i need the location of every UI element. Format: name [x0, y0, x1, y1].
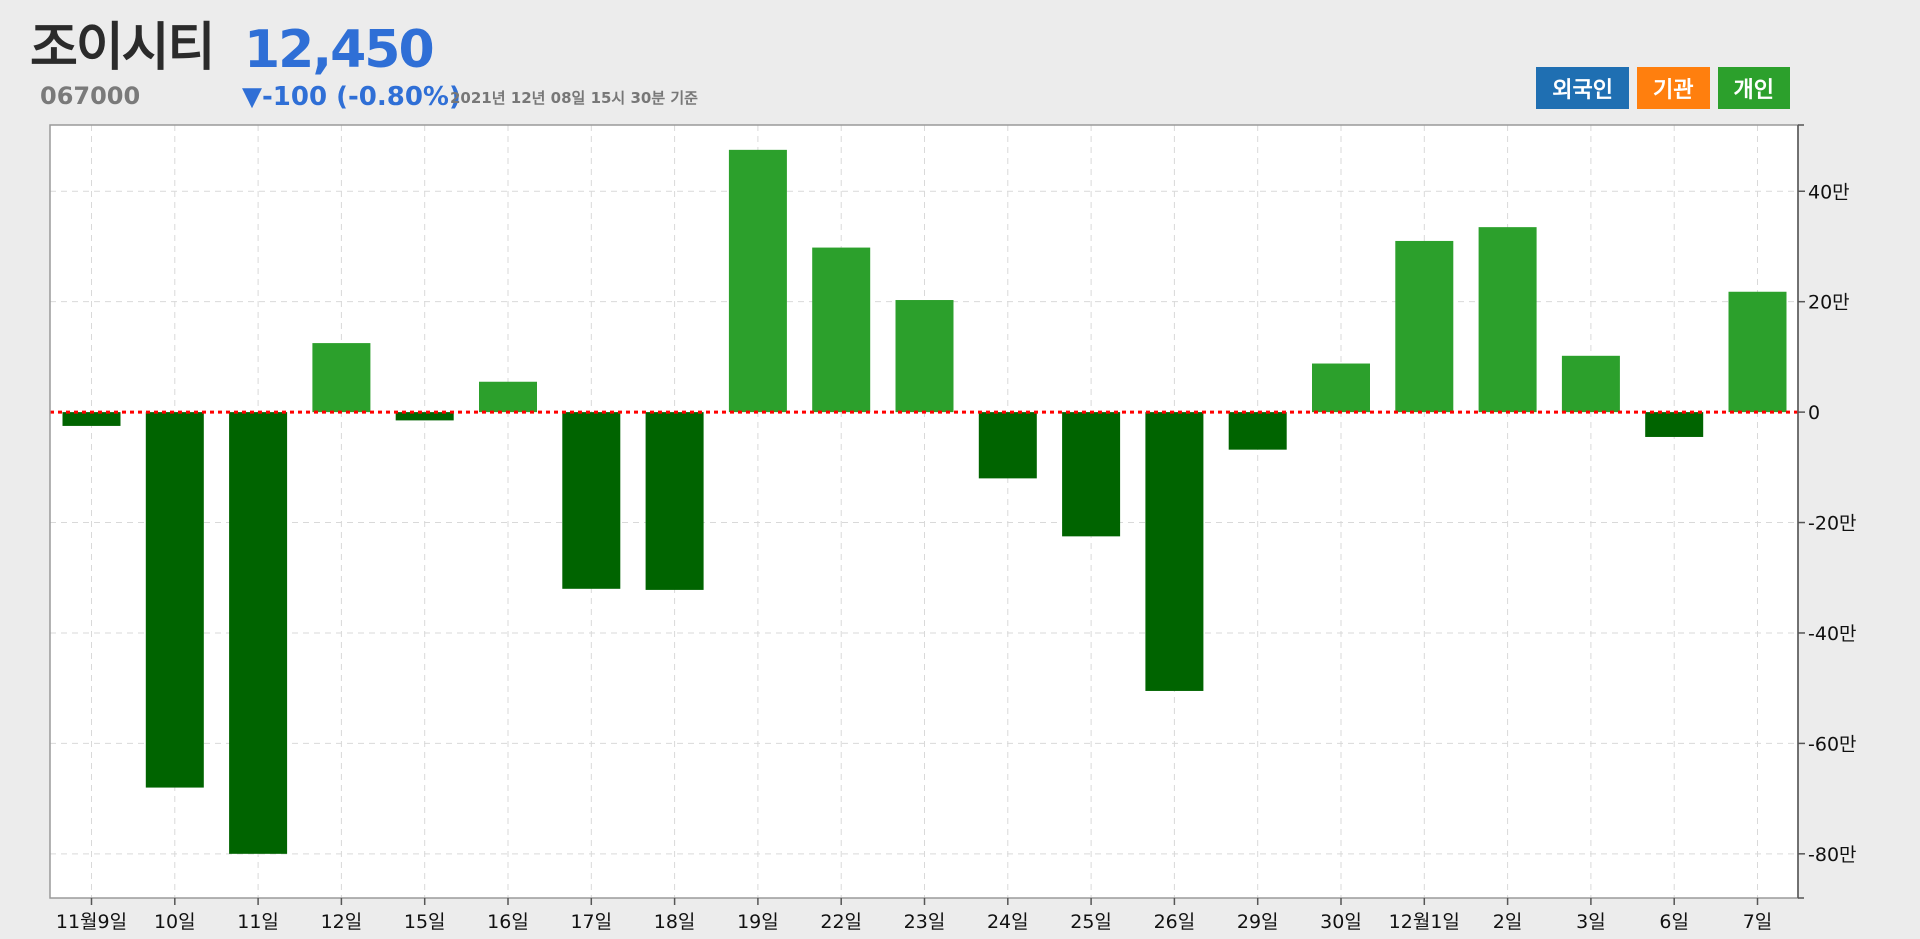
y-tick-label: 20만 — [1808, 292, 1850, 314]
bar — [645, 412, 704, 590]
bar — [1312, 363, 1370, 413]
legend-institution-button[interactable]: 기관 — [1637, 67, 1710, 109]
stock-name: 조이시티 — [30, 18, 215, 78]
y-tick-label: -80만 — [1808, 844, 1857, 866]
bar — [728, 149, 787, 413]
bar — [479, 381, 537, 413]
price-change: ▼-100 (-0.80%) — [242, 82, 461, 112]
stock-code: 067000 — [40, 82, 141, 110]
x-tick-label: 12일 — [321, 911, 363, 933]
x-tick-label: 3일 — [1576, 911, 1606, 933]
bar — [1062, 412, 1121, 537]
legend-foreign-button[interactable]: 외국인 — [1536, 67, 1630, 109]
y-tick-label: -40만 — [1808, 623, 1857, 645]
bar — [562, 412, 621, 589]
x-tick-label: 17일 — [570, 911, 612, 933]
bar — [1645, 412, 1704, 437]
x-tick-label: 19일 — [737, 911, 779, 933]
x-tick-label: 22일 — [820, 911, 862, 933]
x-tick-label: 30일 — [1320, 911, 1362, 933]
bar — [229, 412, 288, 854]
bar — [812, 247, 871, 413]
x-tick-label: 7일 — [1743, 911, 1773, 933]
x-tick-label: 23일 — [904, 911, 946, 933]
x-tick-label: 16일 — [487, 911, 529, 933]
bar — [1728, 291, 1787, 413]
x-tick-label: 10일 — [154, 911, 196, 933]
bar — [895, 300, 954, 413]
x-tick-label: 29일 — [1237, 911, 1279, 933]
bar — [1228, 412, 1287, 450]
x-tick-label: 11월9일 — [56, 911, 127, 933]
x-tick-label: 24일 — [987, 911, 1029, 933]
bar — [978, 412, 1037, 479]
bar — [1145, 412, 1204, 691]
stock-price: 12,450 — [244, 20, 435, 80]
bar — [145, 412, 204, 788]
x-tick-label: 26일 — [1154, 911, 1196, 933]
bar — [1395, 240, 1454, 413]
x-tick-label: 15일 — [404, 911, 446, 933]
x-tick-label: 6일 — [1659, 911, 1689, 933]
bar — [1478, 227, 1537, 413]
bar — [62, 412, 121, 426]
y-tick-label: 40만 — [1808, 181, 1850, 203]
x-tick-label: 11일 — [237, 911, 279, 933]
x-tick-label: 12월1일 — [1389, 911, 1460, 933]
y-tick-label: 0 — [1808, 402, 1820, 424]
legend: 외국인 기관 개인 — [1536, 67, 1790, 109]
y-tick-label: -20만 — [1808, 513, 1857, 535]
legend-individual-button[interactable]: 개인 — [1717, 67, 1790, 109]
x-tick-label: 18일 — [654, 911, 696, 933]
x-tick-label: 25일 — [1070, 911, 1112, 933]
x-tick-label: 2일 — [1493, 911, 1523, 933]
timestamp: 2021년 12년 08일 15시 30분 기준 — [450, 89, 698, 107]
y-tick-label: -60만 — [1808, 733, 1857, 755]
bar — [1561, 355, 1620, 413]
bar — [395, 412, 454, 421]
bar — [312, 343, 371, 413]
